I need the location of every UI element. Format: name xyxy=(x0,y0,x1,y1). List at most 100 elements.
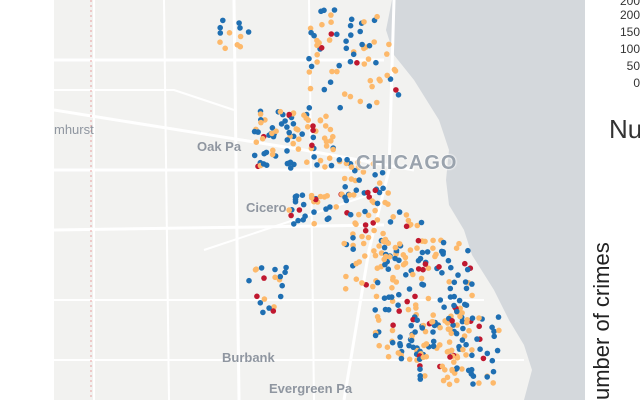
crime-point-orange[interactable] xyxy=(403,212,410,218)
crime-point-blue[interactable] xyxy=(489,357,496,364)
crime-point-blue[interactable] xyxy=(328,162,335,169)
crime-point-red[interactable] xyxy=(370,220,377,226)
crime-point-blue[interactable] xyxy=(406,342,412,349)
crime-point-orange[interactable] xyxy=(376,342,383,349)
crime-point-blue[interactable] xyxy=(410,344,417,351)
crime-point-orange[interactable] xyxy=(371,227,377,234)
crime-point-blue[interactable] xyxy=(348,16,355,23)
crime-point-orange[interactable] xyxy=(384,51,390,57)
crime-point-orange[interactable] xyxy=(457,313,463,320)
crime-point-red[interactable] xyxy=(436,264,442,270)
crime-point-blue[interactable] xyxy=(456,297,463,304)
crime-point-blue[interactable] xyxy=(261,150,267,157)
crime-point-blue[interactable] xyxy=(463,285,470,292)
crime-point-orange[interactable] xyxy=(389,285,395,291)
crime-point-red[interactable] xyxy=(310,123,316,129)
crime-point-red[interactable] xyxy=(328,31,335,37)
crime-point-blue[interactable] xyxy=(381,295,388,302)
crime-point-orange[interactable] xyxy=(286,207,292,213)
crime-point-orange[interactable] xyxy=(326,155,333,161)
crime-point-red[interactable] xyxy=(309,142,315,149)
crime-point-orange[interactable] xyxy=(365,56,372,62)
crime-point-blue[interactable] xyxy=(314,162,320,168)
crime-point-blue[interactable] xyxy=(310,134,317,141)
crime-point-blue[interactable] xyxy=(470,381,476,387)
crime-point-blue[interactable] xyxy=(430,329,436,335)
crime-point-orange[interactable] xyxy=(392,244,399,251)
crime-point-orange[interactable] xyxy=(261,296,268,302)
crime-point-blue[interactable] xyxy=(447,285,454,292)
crime-point-orange[interactable] xyxy=(414,222,421,229)
crime-point-orange[interactable] xyxy=(476,315,482,321)
crime-point-orange[interactable] xyxy=(305,117,311,123)
crime-point-orange[interactable] xyxy=(269,130,275,137)
crime-point-blue[interactable] xyxy=(417,255,424,262)
crime-point-blue[interactable] xyxy=(350,51,357,58)
crime-point-red[interactable] xyxy=(363,282,370,288)
crime-point-blue[interactable] xyxy=(397,342,404,349)
crime-point-orange[interactable] xyxy=(369,198,376,204)
crime-point-blue[interactable] xyxy=(451,302,457,309)
crime-point-blue[interactable] xyxy=(385,307,392,313)
crime-point-orange[interactable] xyxy=(380,230,386,237)
crime-point-red[interactable] xyxy=(420,266,426,273)
crime-point-orange[interactable] xyxy=(410,271,416,278)
crime-point-blue[interactable] xyxy=(347,22,354,29)
crime-point-orange[interactable] xyxy=(317,193,324,200)
crime-point-blue[interactable] xyxy=(387,219,394,225)
crime-point-blue[interactable] xyxy=(484,374,491,380)
crime-point-orange[interactable] xyxy=(412,302,419,308)
crime-point-orange[interactable] xyxy=(355,164,362,171)
crime-point-red[interactable] xyxy=(270,308,277,314)
crime-point-orange[interactable] xyxy=(445,348,452,355)
crime-point-orange[interactable] xyxy=(466,327,472,334)
crime-point-orange[interactable] xyxy=(333,204,340,210)
crime-point-blue[interactable] xyxy=(287,165,294,171)
crime-point-orange[interactable] xyxy=(361,61,368,67)
crime-point-orange[interactable] xyxy=(362,253,368,259)
crime-point-orange[interactable] xyxy=(253,139,260,145)
crime-point-blue[interactable] xyxy=(353,187,360,193)
crime-point-orange[interactable] xyxy=(343,273,349,280)
crime-point-red[interactable] xyxy=(480,355,487,362)
crime-point-blue[interactable] xyxy=(311,154,317,160)
crime-point-blue[interactable] xyxy=(450,322,456,328)
crime-point-blue[interactable] xyxy=(266,305,272,311)
crime-point-red[interactable] xyxy=(415,266,422,272)
crime-point-blue[interactable] xyxy=(357,28,364,35)
crime-point-blue[interactable] xyxy=(396,291,402,298)
crime-point-red[interactable] xyxy=(310,127,316,134)
crime-point-blue[interactable] xyxy=(406,286,413,292)
crime-point-blue[interactable] xyxy=(220,17,226,24)
crime-point-blue[interactable] xyxy=(318,8,324,15)
crime-point-blue[interactable] xyxy=(217,30,224,36)
crime-point-blue[interactable] xyxy=(463,302,470,309)
crime-point-blue[interactable] xyxy=(291,161,297,168)
crime-point-orange[interactable] xyxy=(360,169,367,175)
crime-point-orange[interactable] xyxy=(394,264,401,270)
crime-point-orange[interactable] xyxy=(446,279,453,285)
crime-point-orange[interactable] xyxy=(347,93,354,100)
crime-point-blue[interactable] xyxy=(397,334,403,340)
crime-point-blue[interactable] xyxy=(430,338,437,345)
crime-point-orange[interactable] xyxy=(328,19,334,26)
crime-point-orange[interactable] xyxy=(311,220,318,227)
crime-point-blue[interactable] xyxy=(465,247,471,254)
crime-point-orange[interactable] xyxy=(277,108,284,115)
crime-point-blue[interactable] xyxy=(379,169,386,176)
crime-point-blue[interactable] xyxy=(374,279,381,286)
crime-point-blue[interactable] xyxy=(217,24,223,31)
crime-point-orange[interactable] xyxy=(307,85,314,92)
crime-point-orange[interactable] xyxy=(440,377,447,384)
crime-point-red[interactable] xyxy=(254,293,260,300)
crime-point-blue[interactable] xyxy=(398,355,405,362)
crime-point-blue[interactable] xyxy=(387,76,394,82)
crime-point-orange[interactable] xyxy=(373,293,380,300)
crime-point-orange[interactable] xyxy=(330,146,337,153)
crime-point-blue[interactable] xyxy=(418,219,425,226)
crime-point-blue[interactable] xyxy=(462,279,469,285)
crime-point-blue[interactable] xyxy=(237,25,243,31)
crime-point-orange[interactable] xyxy=(463,352,469,358)
crime-point-orange[interactable] xyxy=(464,319,470,326)
crime-point-blue[interactable] xyxy=(420,282,427,288)
